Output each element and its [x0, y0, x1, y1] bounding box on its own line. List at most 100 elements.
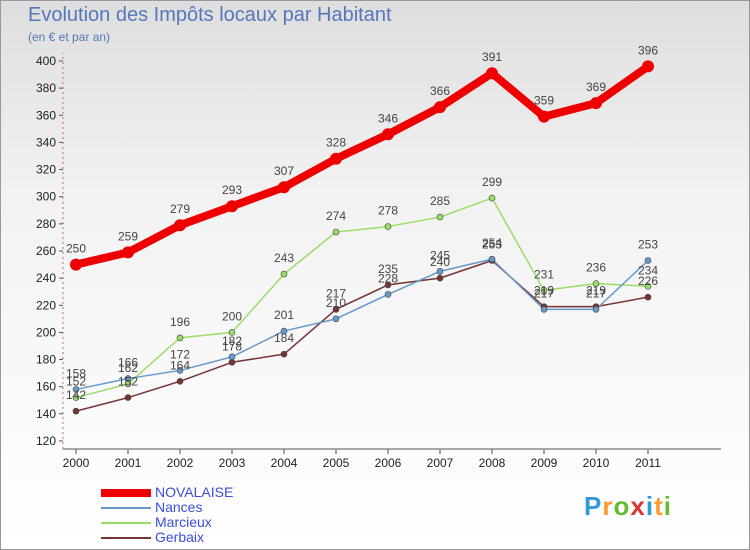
data-label-gerbaix: 240	[430, 255, 450, 269]
logo-letter: r	[602, 491, 614, 521]
y-tick-label: 160	[36, 380, 56, 394]
logo-letter: i	[645, 491, 655, 521]
data-label-marcieux: 299	[482, 175, 502, 189]
data-point-nances	[592, 306, 600, 313]
y-tick-label: 260	[36, 244, 56, 258]
data-label-nances: 228	[378, 271, 398, 285]
legend-item-gerbaix: Gerbaix	[101, 529, 301, 545]
data-label-marcieux: 278	[378, 204, 398, 218]
x-tick-label: 2003	[219, 456, 246, 470]
data-label-marcieux: 234	[638, 263, 658, 277]
data-label-gerbaix: 152	[118, 375, 138, 389]
data-point-nances	[176, 367, 184, 374]
data-point-marcieux	[176, 334, 184, 342]
data-point-novalaise	[122, 246, 134, 259]
legend: NOVALAISE Nances Marcieux Gerbaix	[101, 484, 301, 545]
data-label-marcieux: 285	[430, 194, 450, 208]
legend-swatch	[101, 507, 151, 509]
data-label-nances: 172	[170, 347, 190, 361]
data-label-marcieux: 196	[170, 315, 190, 329]
x-tick-label: 2008	[479, 456, 506, 470]
y-tick-label: 360	[36, 108, 56, 122]
data-point-novalaise	[486, 67, 498, 80]
data-label-marcieux: 152	[66, 375, 86, 389]
data-label-novalaise: 328	[326, 136, 346, 150]
data-label-gerbaix: 219	[586, 284, 606, 298]
data-point-nances	[436, 268, 444, 275]
data-point-gerbaix	[124, 394, 132, 401]
data-point-marcieux	[592, 280, 600, 287]
data-point-gerbaix	[384, 281, 392, 289]
data-point-marcieux	[488, 194, 496, 202]
x-tick-label: 2004	[271, 456, 298, 470]
legend-label: NOVALAISE	[155, 484, 234, 500]
x-tick-label: 2010	[583, 456, 610, 470]
data-label-novalaise: 359	[534, 94, 554, 108]
data-label-marcieux: 274	[326, 209, 346, 223]
data-label-gerbaix: 235	[378, 262, 398, 276]
data-point-novalaise	[590, 97, 602, 110]
data-point-novalaise	[226, 200, 238, 213]
y-tick-label: 140	[36, 407, 56, 421]
data-point-novalaise	[330, 152, 342, 165]
data-point-novalaise	[278, 181, 290, 194]
data-point-marcieux	[72, 394, 80, 401]
x-ticks: 2000 2001 2002 2003 2004 2005 2006 2007 2008 2009…	[63, 449, 661, 470]
data-point-nances	[332, 315, 340, 323]
data-point-gerbaix	[644, 293, 652, 301]
logo-letter: t	[654, 491, 664, 521]
x-tick-label: 2001	[115, 456, 142, 470]
legend-swatch	[101, 522, 151, 524]
data-label-marcieux: 162	[118, 361, 138, 375]
chart-title: Evolution des Impôts locaux par Habitant	[28, 4, 392, 26]
x-tick-label: 2006	[375, 456, 402, 470]
x-tick-label: 2005	[323, 456, 350, 470]
y-tick-label: 200	[36, 325, 56, 339]
y-tick-label: 180	[36, 353, 56, 367]
data-point-gerbaix	[332, 306, 340, 313]
series-line-marcieux	[75, 197, 649, 399]
data-point-novalaise	[642, 60, 654, 73]
logo-letter: o	[613, 491, 631, 521]
logo-letter: i	[663, 491, 672, 521]
data-label-marcieux: 200	[222, 309, 242, 323]
data-point-novalaise	[382, 128, 394, 141]
data-point-marcieux	[228, 329, 236, 336]
data-label-nances: 245	[430, 248, 450, 262]
series-line-gerbaix	[75, 259, 649, 412]
data-point-novalaise	[538, 110, 550, 123]
x-tick-label: 2007	[427, 456, 454, 470]
data-label-nances: 217	[586, 286, 606, 300]
data-label-nances: 253	[638, 238, 658, 252]
data-label-gerbaix: 178	[222, 339, 242, 353]
y-tick-label: 240	[36, 271, 56, 285]
x-tick-label: 2000	[63, 456, 90, 470]
data-label-gerbaix: 217	[326, 286, 346, 300]
data-label-novalaise: 366	[430, 84, 450, 98]
legend-label: Nances	[155, 499, 203, 515]
data-label-novalaise: 279	[170, 202, 190, 216]
data-label-novalaise: 396	[638, 43, 658, 57]
data-label-gerbaix: 253	[482, 238, 502, 252]
data-point-nances	[72, 386, 80, 393]
legend-swatch	[101, 489, 151, 497]
data-point-novalaise	[70, 258, 82, 271]
data-point-gerbaix	[436, 274, 444, 282]
y-tick-label: 280	[36, 217, 56, 231]
logo-letter: P	[584, 491, 603, 521]
data-label-nances: 254	[482, 236, 502, 250]
legend-item-nances: Nances	[101, 499, 301, 515]
data-point-marcieux	[384, 223, 392, 230]
data-label-nances: 217	[534, 286, 554, 300]
data-label-marcieux: 231	[534, 267, 554, 281]
data-label-novalaise: 259	[118, 229, 138, 243]
series-points	[70, 60, 654, 415]
data-label-gerbaix: 164	[170, 358, 190, 372]
data-point-nances	[488, 255, 496, 263]
y-tick-label: 400	[36, 54, 56, 68]
series-line-nances	[75, 258, 649, 391]
data-point-gerbaix	[176, 377, 184, 385]
y-tick-label: 300	[36, 190, 56, 204]
